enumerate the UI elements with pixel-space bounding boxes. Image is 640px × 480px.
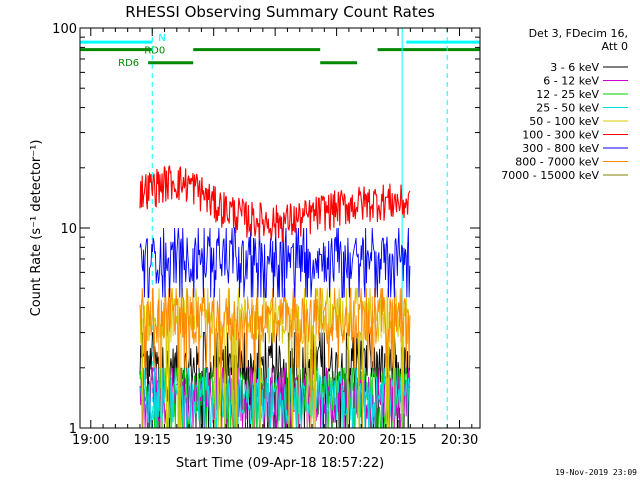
legend-label-6: 300 - 800 keV xyxy=(522,142,599,155)
series-trace-1 xyxy=(139,367,411,429)
legend-header-line1: Det 3, FDecim 16, xyxy=(529,27,628,40)
legend-label-2: 12 - 25 keV xyxy=(536,88,599,101)
legend-label-5: 100 - 300 keV xyxy=(522,129,599,142)
x-tick-label-1: 19:15 xyxy=(134,433,171,448)
y-tick-label-1: 10 xyxy=(60,222,77,237)
x-tick-label-3: 19:45 xyxy=(256,433,293,448)
legend-label-0: 3 - 6 keV xyxy=(550,61,599,74)
count-rate-traces xyxy=(139,165,411,429)
y-tick-label-2: 100 xyxy=(52,22,77,37)
x-tick-label-6: 20:30 xyxy=(441,433,478,448)
series-trace-5 xyxy=(139,165,411,244)
y-axis-title: Count Rate (s⁻¹ detector⁻¹) xyxy=(29,140,44,317)
x-axis-title: Start Time (09-Apr-18 18:57:22) xyxy=(176,456,384,471)
series-trace-6 xyxy=(139,227,411,298)
flag-label-2: RD6 xyxy=(118,58,139,69)
legend-label-7: 800 - 7000 keV xyxy=(515,156,599,169)
plot-axes: 19:00 19:15 19:30 19:45 20:00 20:15 20:30 1 10 10… xyxy=(52,22,481,448)
y-tick-label-0: 1 xyxy=(69,422,77,437)
detector-flag-bars: N RD0 RD6 xyxy=(80,33,480,69)
chart-title: RHESSI Observing Summary Count Rates xyxy=(125,3,435,21)
series-trace-7 xyxy=(139,287,411,369)
legend-label-1: 6 - 12 keV xyxy=(543,75,599,88)
legend-label-3: 25 - 50 keV xyxy=(536,102,599,115)
x-tick-label-4: 20:00 xyxy=(318,433,355,448)
timestamp: 19-Nov-2019 23:09 xyxy=(555,468,637,477)
legend-label-4: 50 - 100 keV xyxy=(529,115,599,128)
x-tick-label-0: 19:00 xyxy=(72,433,109,448)
legend-header-line2: Att 0 xyxy=(602,40,628,53)
flag-label-1: RD0 xyxy=(144,46,165,57)
flag-label-0: N xyxy=(158,33,165,44)
x-tick-label-2: 19:30 xyxy=(195,433,232,448)
legend-label-8: 7000 - 15000 keV xyxy=(501,169,599,182)
x-tick-label-5: 20:15 xyxy=(379,433,416,448)
